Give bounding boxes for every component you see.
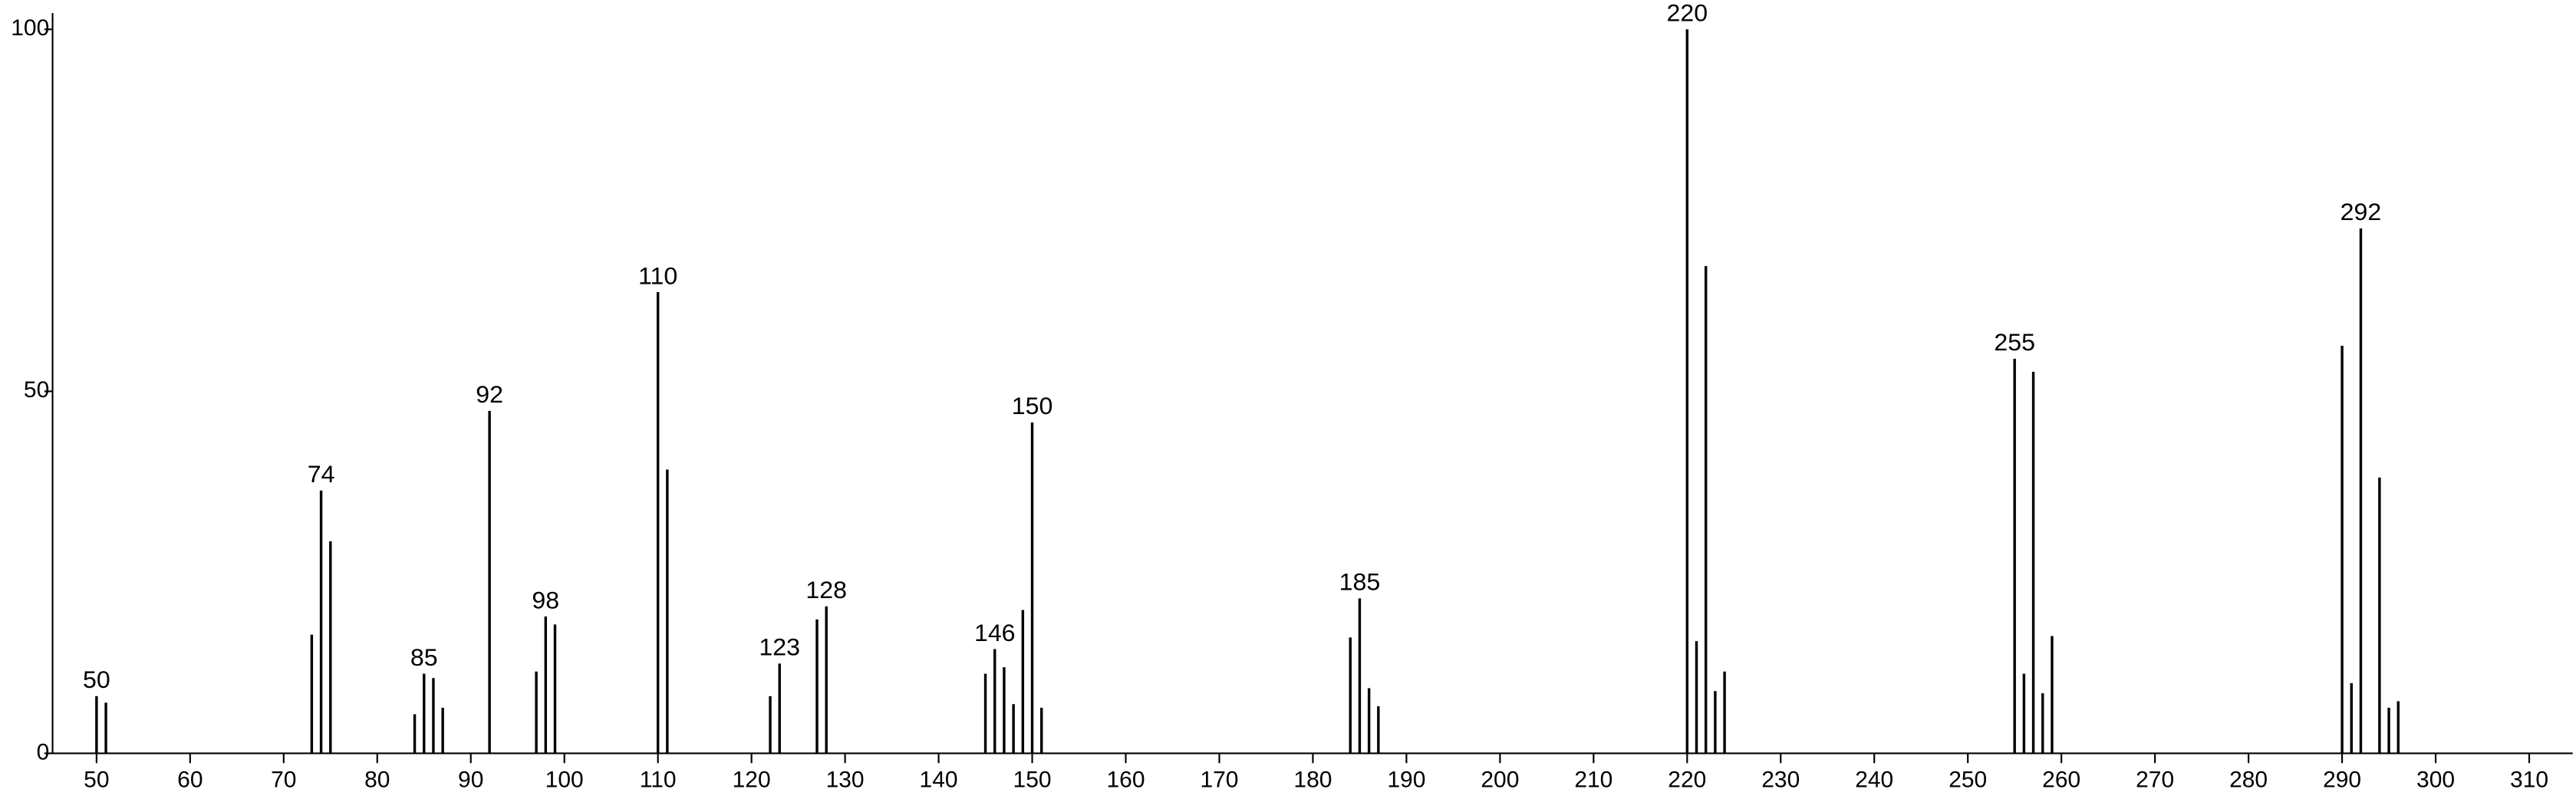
peak-label: 150: [1012, 392, 1053, 419]
peak-label: 292: [2340, 198, 2382, 225]
peak-label: 98: [532, 586, 559, 613]
x-tick-label: 150: [1013, 768, 1052, 793]
x-tick-label: 70: [271, 768, 296, 793]
x-tick-label: 270: [2136, 768, 2174, 793]
x-tick-label: 230: [1761, 768, 1800, 793]
peak-label: 92: [476, 380, 503, 408]
x-tick-label: 100: [545, 768, 584, 793]
x-tick-label: 160: [1106, 768, 1145, 793]
x-tick-label: 90: [458, 768, 483, 793]
peak-label: 185: [1339, 568, 1381, 596]
peak-label: 74: [308, 460, 335, 488]
x-tick-label: 280: [2229, 768, 2268, 793]
y-tick-label: 50: [24, 377, 49, 403]
peak-label: 50: [83, 666, 110, 693]
x-tick-label: 290: [2323, 768, 2361, 793]
peak-label: 146: [974, 619, 1016, 646]
x-tick-label: 180: [1293, 768, 1332, 793]
x-tick-label: 240: [1855, 768, 1893, 793]
peak-label: 128: [805, 576, 847, 603]
x-tick-label: 130: [826, 768, 865, 793]
peak-label: 85: [410, 643, 438, 671]
peak-label: 123: [759, 633, 800, 661]
x-tick-label: 190: [1387, 768, 1425, 793]
x-tick-label: 310: [2510, 768, 2548, 793]
y-tick-label: 100: [11, 15, 49, 41]
peak-label: 255: [1994, 328, 2035, 356]
x-tick-label: 210: [1574, 768, 1612, 793]
x-tick-label: 220: [1668, 768, 1706, 793]
x-tick-label: 50: [84, 768, 109, 793]
x-tick-label: 60: [177, 768, 203, 793]
peak-label: 110: [638, 261, 677, 289]
x-tick-label: 140: [920, 768, 958, 793]
x-tick-label: 120: [733, 768, 771, 793]
peak-label: 220: [1667, 0, 1708, 27]
x-tick-label: 260: [2042, 768, 2080, 793]
x-tick-label: 110: [640, 768, 677, 793]
y-tick-label: 0: [37, 739, 50, 764]
x-tick-label: 80: [364, 768, 390, 793]
x-tick-label: 170: [1200, 768, 1238, 793]
x-tick-label: 200: [1481, 768, 1519, 793]
x-tick-label: 250: [1948, 768, 1987, 793]
x-tick-label: 300: [2416, 768, 2455, 793]
